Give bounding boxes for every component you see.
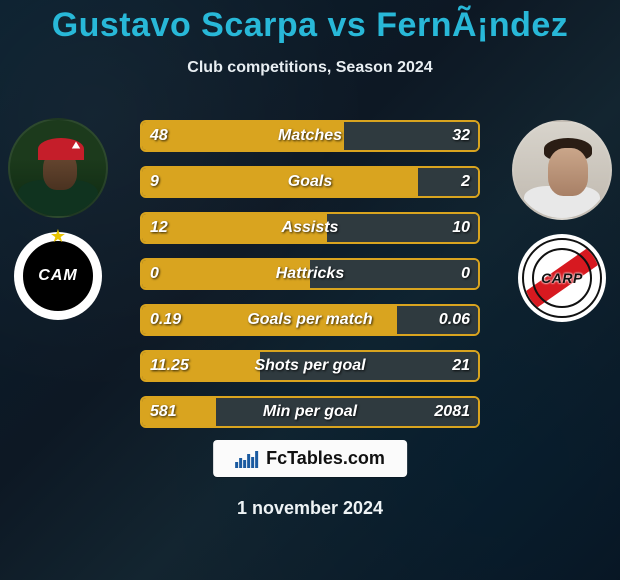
bar-chart-icon bbox=[235, 450, 258, 468]
footer-date: 1 november 2024 bbox=[0, 498, 620, 519]
stat-value-left: 0.19 bbox=[140, 304, 191, 336]
stat-value-left: 9 bbox=[140, 166, 169, 198]
stat-value-left: 581 bbox=[140, 396, 187, 428]
comparison-card: Gustavo Scarpa vs FernÃ¡ndez Club compet… bbox=[0, 0, 620, 580]
footer-brand-badge: FcTables.com bbox=[213, 440, 407, 477]
club-right-code: CARP bbox=[541, 270, 583, 286]
stat-value-right: 2081 bbox=[424, 396, 480, 428]
footer-brand-text: FcTables.com bbox=[266, 448, 385, 469]
stat-row: Shots per goal11.2521 bbox=[140, 350, 480, 382]
stat-row: Hattricks00 bbox=[140, 258, 480, 290]
stat-row: Matches4832 bbox=[140, 120, 480, 152]
page-title: Gustavo Scarpa vs FernÃ¡ndez bbox=[0, 0, 620, 45]
stat-value-right: 32 bbox=[442, 120, 480, 152]
stat-row: Min per goal5812081 bbox=[140, 396, 480, 428]
stat-value-left: 12 bbox=[140, 212, 178, 244]
right-player-column: CARP bbox=[512, 120, 612, 322]
stat-value-right: 21 bbox=[442, 350, 480, 382]
player-left-avatar bbox=[8, 118, 108, 218]
subtitle: Club competitions, Season 2024 bbox=[0, 59, 620, 77]
left-player-column: ★ CAM bbox=[8, 118, 108, 320]
stat-value-left: 11.25 bbox=[140, 350, 199, 382]
stat-row: Goals per match0.190.06 bbox=[140, 304, 480, 336]
stat-value-right: 10 bbox=[442, 212, 480, 244]
stats-table: Matches4832Goals92Assists1210Hattricks00… bbox=[140, 120, 480, 428]
player-right-avatar bbox=[512, 120, 612, 220]
club-right-badge: CARP bbox=[518, 234, 606, 322]
stat-value-left: 0 bbox=[140, 258, 169, 290]
club-left-badge: ★ CAM bbox=[14, 232, 102, 320]
stat-value-left: 48 bbox=[140, 120, 178, 152]
stat-row: Assists1210 bbox=[140, 212, 480, 244]
stat-value-right: 2 bbox=[451, 166, 480, 198]
stat-value-right: 0 bbox=[451, 258, 480, 290]
star-icon: ★ bbox=[50, 226, 66, 247]
stat-value-right: 0.06 bbox=[429, 304, 480, 336]
club-left-code: CAM bbox=[38, 267, 77, 285]
stat-row: Goals92 bbox=[140, 166, 480, 198]
